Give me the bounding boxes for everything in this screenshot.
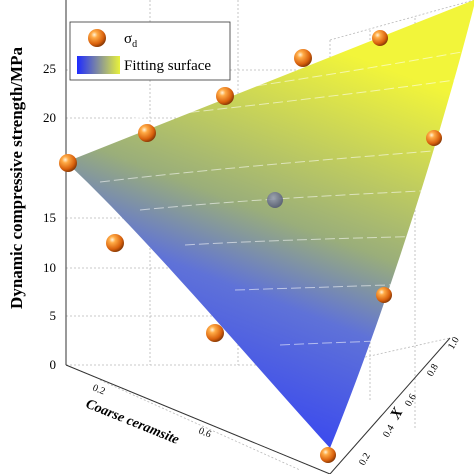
y-tick-label: 1.0 xyxy=(446,335,462,351)
legend-gradient-symbol xyxy=(77,56,120,74)
data-point xyxy=(106,234,124,252)
y-axis-label: X xyxy=(387,404,407,422)
y-axis-ticks: 0.2 0.4 0.6 0.8 1.0 xyxy=(357,335,462,467)
axes xyxy=(65,0,451,474)
y-tick-label: 0.8 xyxy=(425,362,441,378)
x-axis-label: Coarse ceramsite xyxy=(84,397,182,448)
x-axis-ticks: 0.2 0.6 xyxy=(91,383,213,441)
y-tick-label: 0.6 xyxy=(403,392,419,408)
fitting-surface xyxy=(66,0,474,448)
z-tick-label: 25 xyxy=(43,61,56,76)
x-tick-label: 0.2 xyxy=(91,383,107,398)
data-point-hidden xyxy=(267,192,283,208)
z-axis-ticks: 0 5 10 15 20 25 xyxy=(43,61,56,372)
z-tick-label: 20 xyxy=(43,110,56,125)
surface-contours xyxy=(99,51,463,346)
data-point xyxy=(59,154,77,172)
legend-label-sigma: σd xyxy=(124,31,137,50)
z-tick-label: 5 xyxy=(50,308,57,323)
legend-label-surface: Fitting surface xyxy=(124,58,211,74)
z-tick-label: 15 xyxy=(43,210,56,225)
z-tick-label: 10 xyxy=(43,260,56,275)
data-point xyxy=(376,287,392,303)
y-tick-label: 0.2 xyxy=(357,451,373,467)
data-point xyxy=(216,87,234,105)
legend-point-symbol xyxy=(88,29,106,47)
z-axis-label: Dynamic compressive strength/MPa xyxy=(7,47,26,309)
data-point xyxy=(294,49,312,67)
z-tick-label: 0 xyxy=(50,357,57,372)
data-point xyxy=(426,130,442,146)
data-point xyxy=(372,30,388,46)
data-point xyxy=(138,124,156,142)
data-point xyxy=(320,447,336,463)
x-tick-label: 0.6 xyxy=(197,426,213,441)
legend: σd Fitting surface xyxy=(69,21,231,81)
y-tick-label: 0.4 xyxy=(381,423,397,439)
data-point xyxy=(206,324,224,342)
data-points xyxy=(59,30,442,463)
